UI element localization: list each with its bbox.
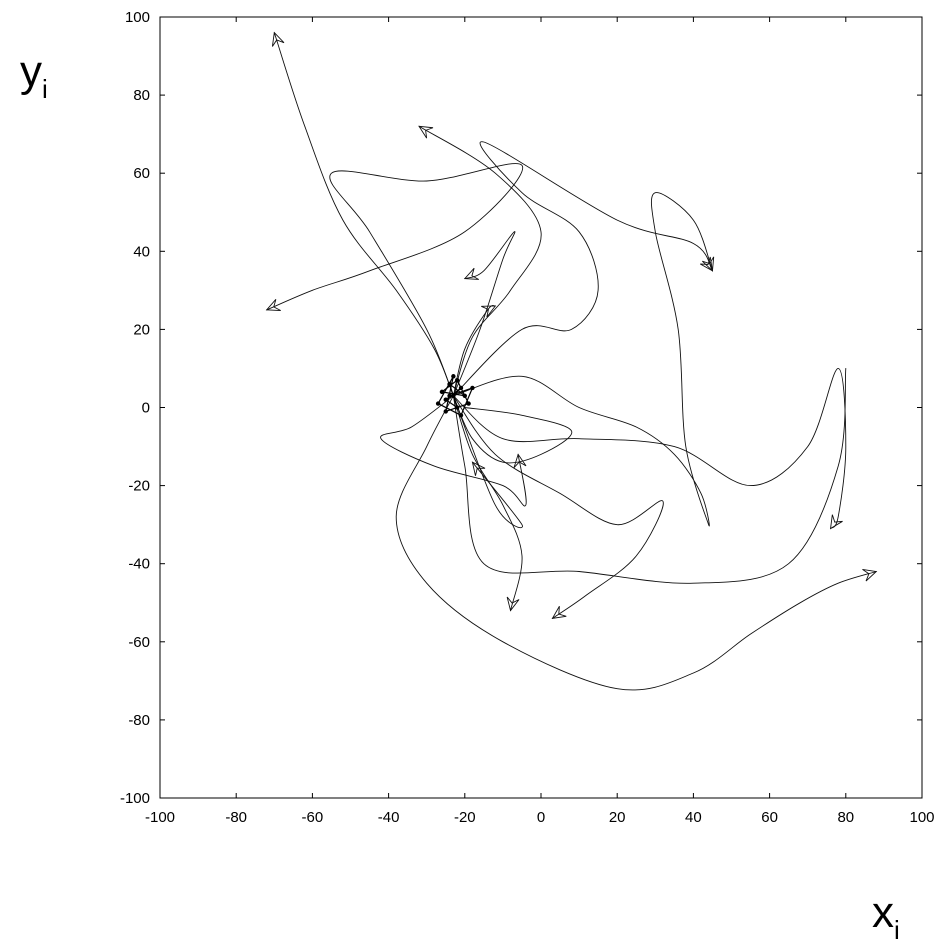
x-tick-label: -60 bbox=[302, 809, 324, 826]
arrow-head bbox=[506, 596, 520, 612]
y-tick-label: 60 bbox=[133, 165, 150, 182]
x-tick-label: -40 bbox=[378, 809, 400, 826]
cluster-point bbox=[439, 389, 445, 395]
cluster-segment bbox=[437, 403, 462, 416]
cluster-point bbox=[447, 381, 452, 387]
x-tick-label: 0 bbox=[537, 809, 545, 826]
x-tick-label: -100 bbox=[145, 809, 175, 826]
x-tick-label: 60 bbox=[761, 809, 778, 826]
y-tick-label: -100 bbox=[120, 790, 150, 807]
cluster-point bbox=[454, 405, 460, 410]
trajectory-line bbox=[452, 395, 573, 464]
cluster-point bbox=[458, 385, 464, 391]
trajectory-line bbox=[418, 125, 542, 397]
axis-ticks bbox=[159, 16, 923, 799]
trajectory-line bbox=[452, 305, 496, 397]
arrow-head bbox=[271, 31, 285, 47]
trajectory-line bbox=[452, 141, 713, 397]
arrow-head bbox=[551, 606, 567, 619]
cluster-point bbox=[458, 413, 464, 418]
trajectory-line bbox=[452, 231, 516, 397]
cluster-point bbox=[462, 393, 467, 398]
arrow-head bbox=[862, 568, 878, 582]
cluster-segment bbox=[456, 379, 470, 404]
x-tick-label: 100 bbox=[909, 809, 934, 826]
trajectory-series bbox=[265, 31, 878, 691]
plot-frame bbox=[159, 16, 923, 799]
y-tick-label: -20 bbox=[128, 478, 150, 495]
arrow-head bbox=[418, 125, 434, 139]
trajectory-line bbox=[452, 192, 713, 527]
cluster-point bbox=[443, 409, 448, 414]
cluster-point bbox=[454, 377, 460, 383]
cluster-segment bbox=[449, 383, 466, 397]
trajectory-line bbox=[452, 395, 523, 612]
trajectory-line bbox=[452, 367, 847, 530]
cluster-point bbox=[466, 401, 471, 406]
y-tick-label: -80 bbox=[128, 712, 150, 729]
y-tick-label: -60 bbox=[128, 634, 150, 651]
cluster-point bbox=[435, 401, 441, 406]
y-tick-labels: 100 80 60 40 20 0 -20 -40 -60 -80 -100 bbox=[120, 9, 150, 807]
arrow-head bbox=[265, 299, 281, 311]
x-tick-labels: -100 -80 -60 -40 -20 0 20 40 60 80 100 bbox=[145, 809, 935, 826]
x-tick-label: 20 bbox=[609, 809, 626, 826]
arrow-head bbox=[471, 461, 486, 476]
cluster-point bbox=[451, 374, 456, 379]
cluster-point bbox=[447, 393, 452, 398]
arrow-head bbox=[702, 256, 715, 272]
trajectory-line bbox=[380, 395, 527, 507]
cluster-point bbox=[443, 397, 448, 402]
y-tick-label: 40 bbox=[133, 243, 150, 260]
cluster-point bbox=[470, 385, 475, 391]
y-tick-label: 0 bbox=[142, 400, 150, 417]
trajectory-line bbox=[273, 32, 454, 397]
x-tick-label: -80 bbox=[225, 809, 247, 826]
trajectory-line bbox=[452, 395, 523, 529]
x-tick-label: -20 bbox=[454, 809, 476, 826]
arrow-head bbox=[481, 305, 497, 318]
y-tick-label: 20 bbox=[133, 321, 150, 338]
x-tick-label: 80 bbox=[837, 809, 854, 826]
x-tick-label: 40 bbox=[685, 809, 702, 826]
cluster-segment bbox=[460, 387, 473, 416]
trajectory-line bbox=[266, 163, 524, 397]
x-axis-label: xi bbox=[872, 888, 900, 943]
y-tick-label: 100 bbox=[125, 9, 150, 26]
cluster-segment bbox=[437, 375, 454, 404]
trajectory-line bbox=[452, 395, 664, 619]
y-tick-label: 80 bbox=[133, 87, 150, 104]
arrow-head bbox=[463, 267, 479, 280]
arrow-head bbox=[513, 453, 527, 469]
y-axis-label: yi bbox=[20, 47, 48, 104]
trajectory-line bbox=[452, 367, 847, 584]
cluster-point bbox=[451, 393, 456, 398]
arrow-head bbox=[829, 514, 843, 530]
y-tick-label: -40 bbox=[128, 556, 150, 573]
trajectory-line bbox=[395, 395, 877, 691]
